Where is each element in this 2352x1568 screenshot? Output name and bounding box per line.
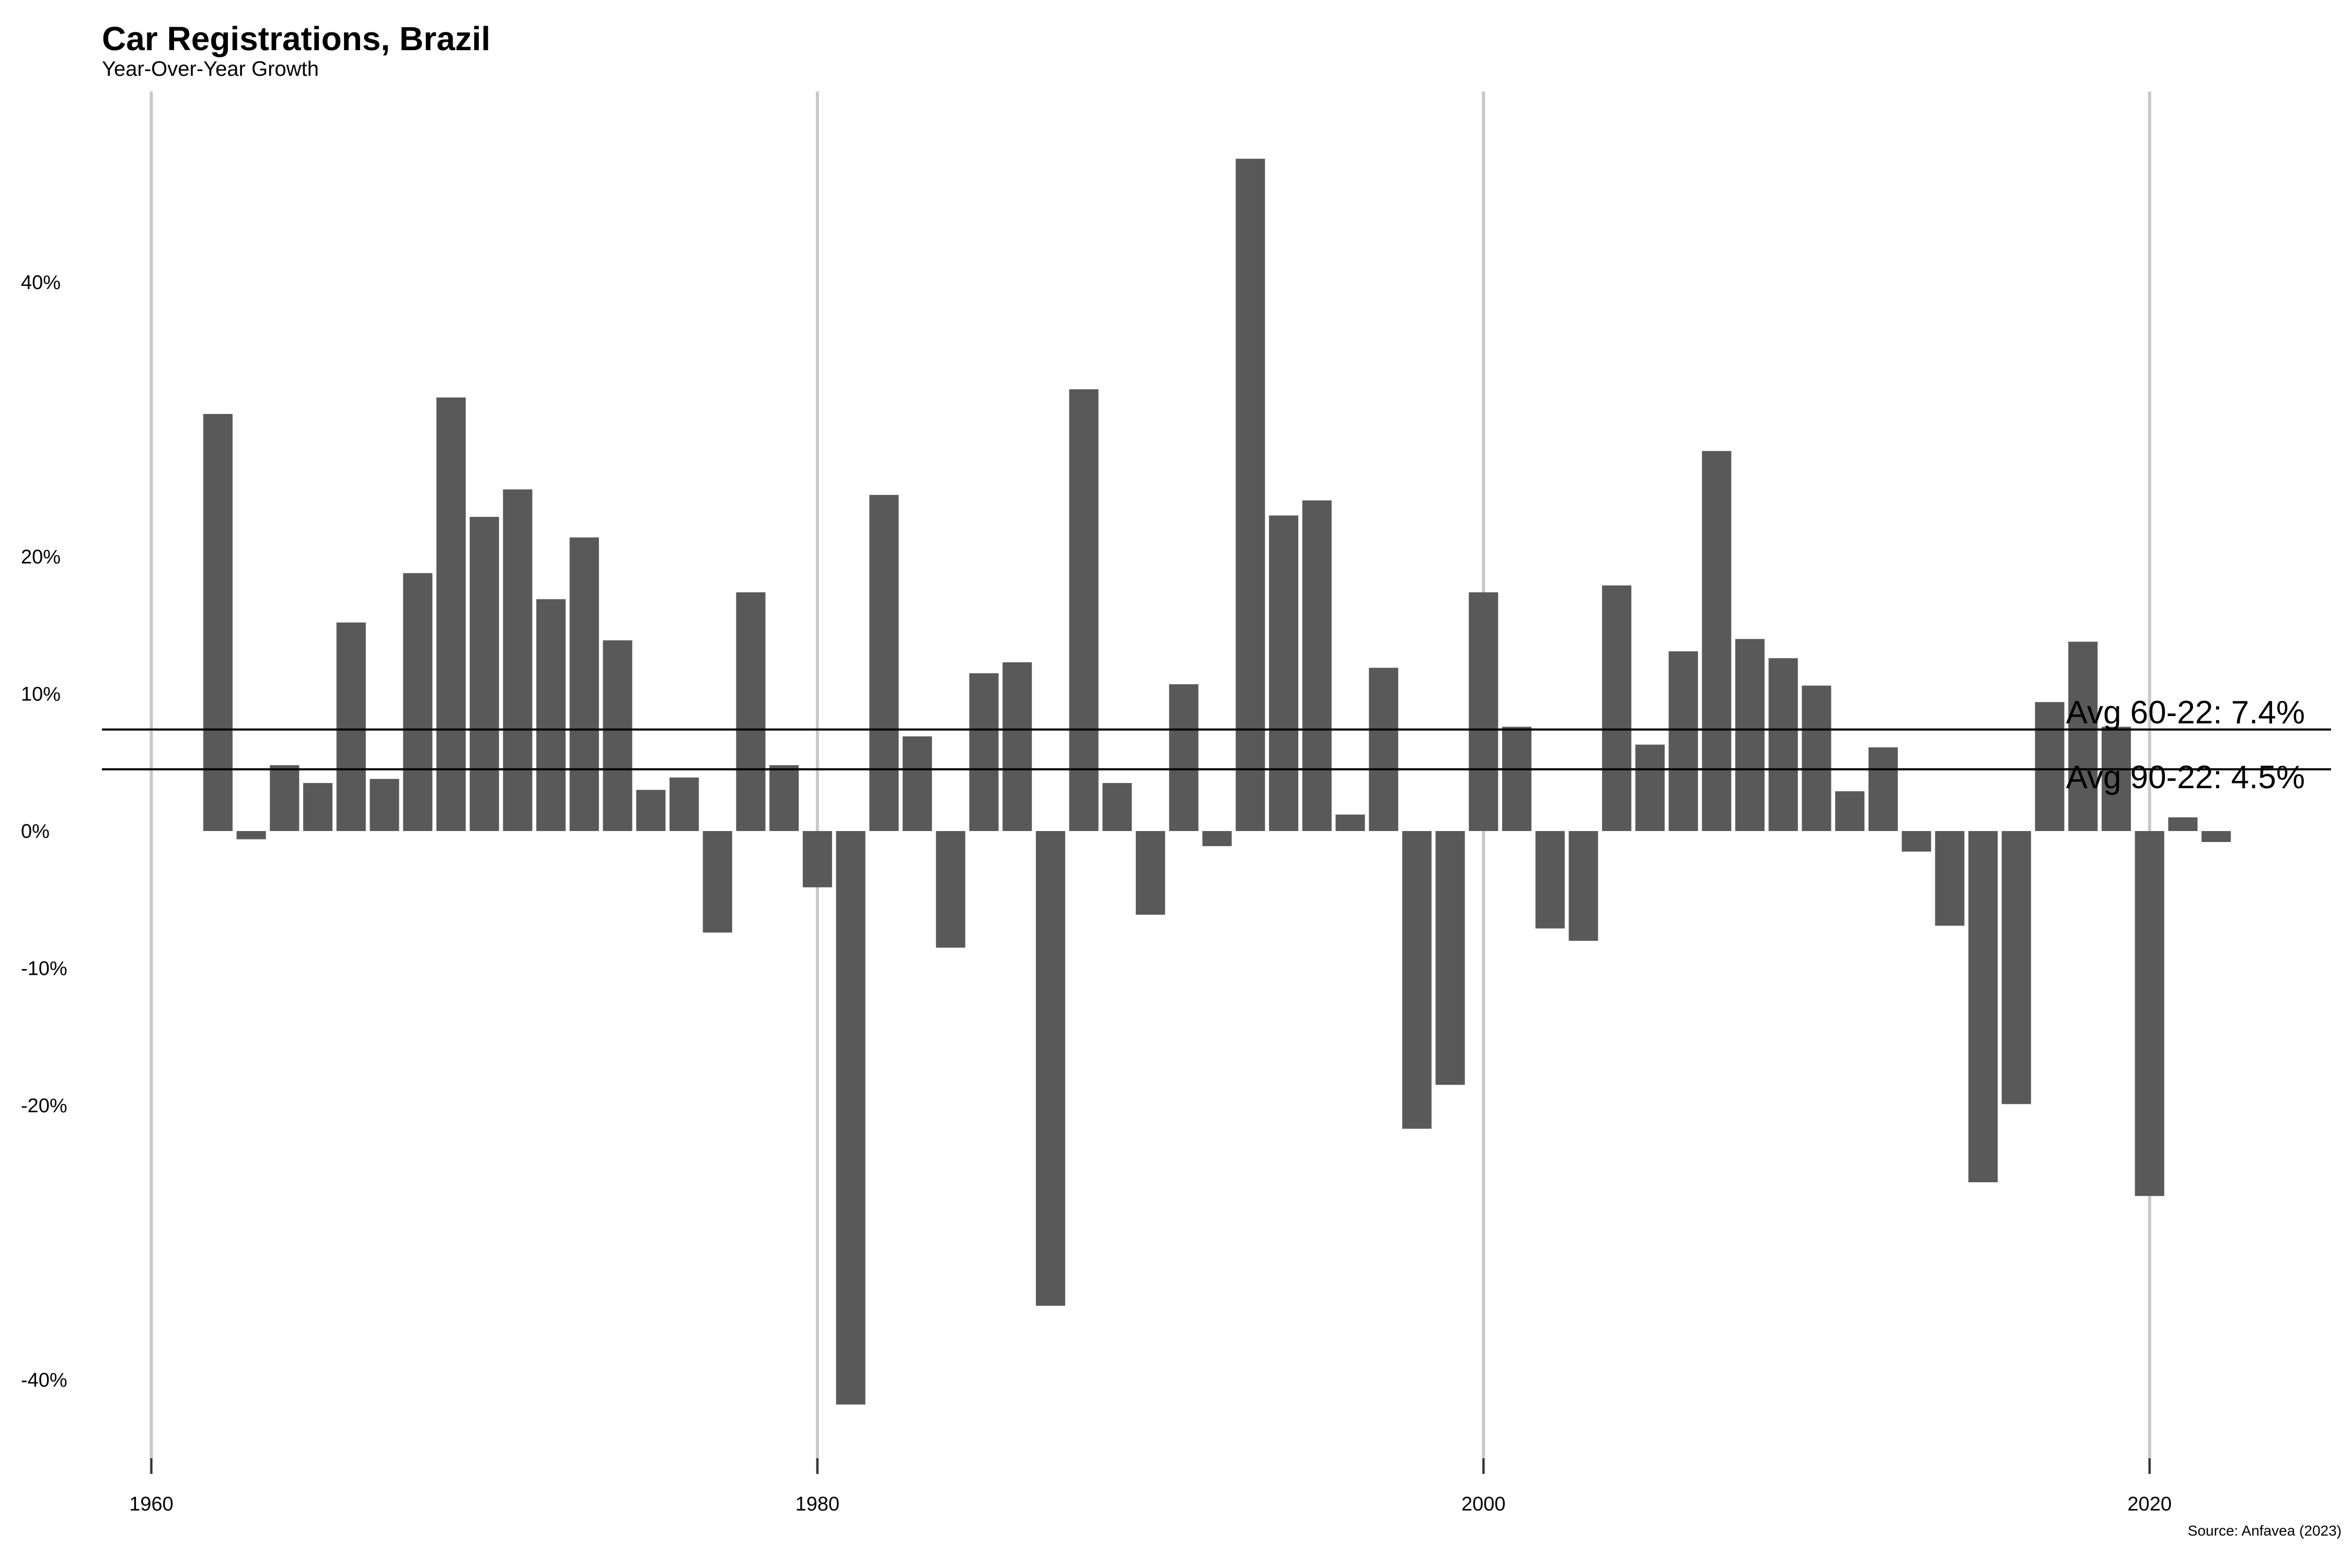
reference-line-label-2: Avg 90-22: 4.5% (2066, 759, 2305, 795)
x-tick-label-2020: 2020 (2127, 1493, 2172, 1515)
bar-1997 (1369, 667, 1399, 831)
bar-1980 (802, 831, 832, 887)
bar-2021 (2168, 817, 2198, 831)
bar-2000 (1469, 592, 1498, 831)
bar-2013 (1901, 831, 1931, 852)
bar-1967 (370, 779, 399, 831)
chart-title: Car Registrations, Brazil (102, 20, 491, 57)
bar-1978 (736, 592, 766, 831)
bar-2010 (1802, 685, 1831, 831)
bar-1971 (503, 489, 533, 831)
bar-1999 (1435, 831, 1465, 1085)
x-tick-label-1980: 1980 (795, 1493, 840, 1515)
y-tick-label--10%: -10% (21, 958, 67, 980)
bar-2006 (1668, 651, 1698, 831)
bar-1988 (1069, 389, 1099, 831)
bar-1987 (1035, 831, 1065, 1306)
bar-1968 (403, 573, 433, 831)
bar-2002 (1535, 831, 1565, 929)
bar-2007 (1702, 451, 1732, 831)
bar-2016 (2001, 831, 2031, 1104)
bar-1975 (636, 790, 666, 831)
bar-1984 (936, 831, 965, 948)
bar-1992 (1202, 831, 1232, 846)
reference-line-label-1: Avg 60-22: 7.4% (2066, 695, 2305, 731)
bar-1965 (303, 783, 333, 831)
bar-1979 (769, 765, 799, 831)
bar-1991 (1169, 684, 1198, 831)
bar-1962 (203, 414, 233, 831)
y-tick-label--40%: -40% (21, 1369, 67, 1391)
bar-1964 (270, 765, 299, 831)
bar-1990 (1136, 831, 1166, 915)
bar-2014 (1935, 831, 1965, 926)
bar-2020 (2135, 831, 2164, 1196)
bar-1974 (603, 640, 632, 831)
bar-1969 (436, 397, 466, 831)
bar-2001 (1502, 727, 1532, 831)
bar-1981 (836, 831, 866, 1405)
y-tick-label-40%: 40% (21, 272, 61, 294)
bar-layer (203, 158, 2231, 1405)
bar-2015 (1968, 831, 1998, 1182)
y-tick-label-0%: 0% (21, 821, 50, 843)
bar-1966 (336, 622, 366, 831)
bar-1995 (1302, 500, 1332, 831)
bar-1973 (569, 537, 599, 831)
y-tick-label-20%: 20% (21, 546, 61, 568)
bar-2009 (1768, 658, 1798, 831)
bar-1989 (1102, 783, 1132, 831)
bar-2011 (1835, 791, 1865, 831)
bar-2008 (1735, 639, 1765, 831)
bar-1983 (903, 736, 932, 831)
bar-1970 (469, 516, 499, 831)
chart-caption: Source: Anfavea (2023) (2187, 1523, 2342, 1539)
bar-2019 (2101, 727, 2131, 831)
bar-2004 (1602, 585, 1632, 831)
bar-2017 (2035, 702, 2065, 831)
bar-1972 (536, 599, 566, 831)
bar-1986 (1002, 662, 1032, 831)
bar-2022 (2201, 831, 2231, 842)
bar-2003 (1569, 831, 1598, 941)
y-tick-label--20%: -20% (21, 1095, 67, 1117)
bar-1985 (969, 673, 999, 831)
bar-2005 (1635, 744, 1665, 831)
bar-1998 (1402, 831, 1432, 1129)
bar-1976 (669, 777, 699, 831)
reference-lines-layer: Avg 60-22: 7.4% Avg 90-22: 4.5% (102, 695, 2331, 795)
y-tick-label-10%: 10% (21, 684, 61, 706)
bar-1994 (1269, 515, 1299, 831)
x-tick-label-2000: 2000 (1461, 1493, 1506, 1515)
bar-2012 (1868, 747, 1898, 831)
chart-subtitle: Year-Over-Year Growth (102, 57, 319, 80)
x-tick-label-1960: 1960 (129, 1493, 174, 1515)
bar-1993 (1236, 158, 1265, 831)
x-axis-ticks: 1960 1980 2000 2020 (129, 1458, 2172, 1515)
bar-1963 (236, 831, 266, 839)
bar-1982 (869, 494, 899, 831)
bar-1977 (702, 831, 732, 933)
bar-2018 (2068, 641, 2098, 831)
bar-1996 (1335, 814, 1365, 831)
y-axis-ticks: 40% 20% 10% 0% -10% -20% -40% (21, 272, 67, 1391)
